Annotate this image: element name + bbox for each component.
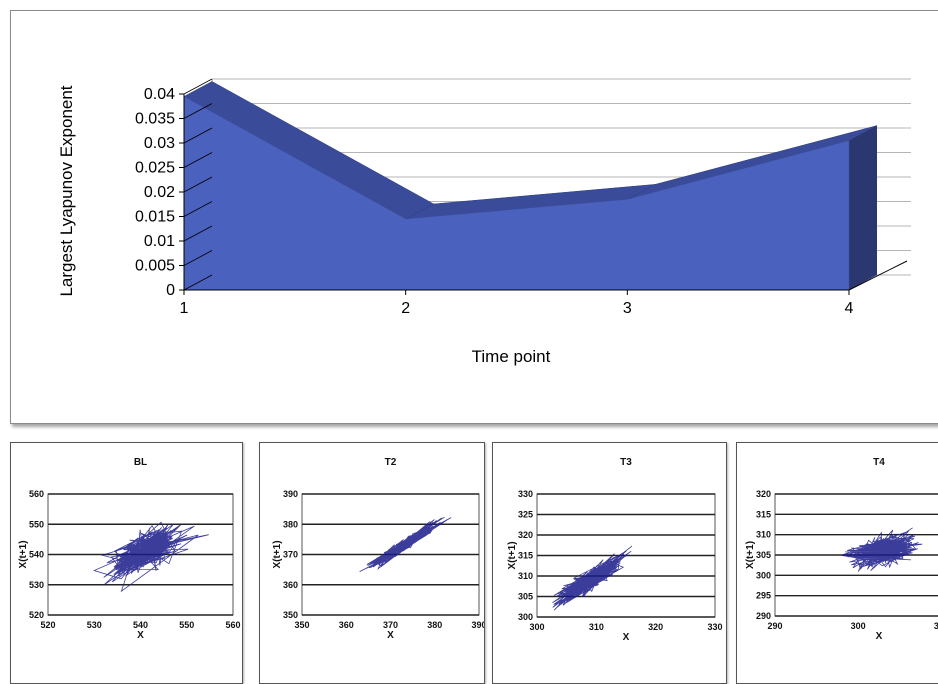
y-tick-label: 325: [518, 510, 533, 520]
x-tick-label: 330: [707, 622, 722, 632]
y-tick-label: 305: [756, 550, 771, 560]
x-axis-title: X: [623, 632, 630, 643]
y-tick-label: 0.015: [135, 209, 175, 226]
y-tick-label: 520: [29, 610, 44, 620]
x-tick-label: 320: [648, 622, 663, 632]
x-axis-title: X: [876, 631, 883, 642]
y-axis-title: X(t+1): [745, 541, 756, 569]
x-tick-label: 310: [934, 621, 938, 631]
y-tick-label: 315: [756, 509, 771, 519]
x-tick-label: 560: [225, 620, 240, 630]
y-tick-label: 0.02: [144, 184, 175, 201]
y-tick-label: 320: [518, 530, 533, 540]
x-tick-label: 350: [294, 620, 309, 630]
x-tick-label: 3: [623, 300, 632, 317]
x-axis-title: Time point: [472, 347, 551, 366]
y-tick-depth: [183, 225, 213, 242]
scatter-panel-t2: T2 350 360 370 380 390 350 360 370 380 390 X X(t+1): [259, 442, 485, 684]
y-tick-label: 390: [283, 489, 298, 499]
scatter-title: T3: [620, 457, 632, 468]
y-tick-label: 330: [518, 489, 533, 499]
x-tick-label: 530: [87, 620, 102, 630]
y-tick-depth: [183, 103, 213, 119]
scatter-panel-bl: BL 520 530 540 550 560 520 530 540 550 560 X X(t+1): [10, 442, 243, 684]
trajectory-line: [552, 545, 633, 611]
y-tick-label: 300: [518, 612, 533, 622]
scatter-panel-t4: T4 290 295 300 305 310 315 320 290 300 310 X X(t+1): [736, 442, 938, 684]
area-end-cap: [849, 125, 877, 290]
y-tick-label: 300: [756, 570, 771, 580]
y-tick-label: 320: [756, 489, 771, 499]
x-tick-label: 360: [339, 620, 354, 630]
y-tick-label: 370: [283, 550, 298, 560]
x-axis-title: X: [137, 630, 144, 641]
scatter-title: BL: [134, 457, 147, 468]
x-tick-label: 310: [589, 622, 604, 632]
x-tick-label: 380: [427, 620, 442, 630]
trajectory-line: [93, 521, 209, 593]
x-tick-label: 2: [401, 300, 410, 317]
y-tick-label: 310: [756, 530, 771, 540]
x-tick-label: 300: [851, 621, 866, 631]
y-axis-title: Largest Lyapunov Exponent: [57, 85, 76, 296]
y-tick-label: 530: [29, 580, 44, 590]
y-tick-depth: [183, 250, 213, 266]
y-axis-title: X(t+1): [507, 541, 518, 569]
scatter-chart-t4: T4 290 295 300 305 310 315 320 290 300 310 X X(t+1): [745, 457, 938, 642]
y-tick-label: 0.025: [135, 160, 175, 177]
floor-edge: [848, 260, 908, 291]
scatter-chart-bl: BL 520 530 540 550 560 520 530 540 550 560 X X(t+1): [18, 457, 241, 641]
y-tick-label: 560: [29, 489, 44, 499]
scatter-chart-t3: T3 300 305 310 315 320 325 330 300 310 320 330 X X(t+…: [507, 457, 723, 643]
y-tick-label: 0.01: [144, 233, 175, 250]
scatter-panel-t3: T3 300 305 310 315 320 325 330 300 310 320 330 X X(t+…: [492, 442, 727, 684]
y-tick-label: 0.035: [135, 111, 175, 128]
y-tick-label: 380: [283, 519, 298, 529]
x-tick-label: 390: [471, 620, 484, 630]
y-tick-label: 295: [756, 591, 771, 601]
y-tick-label: 290: [756, 611, 771, 621]
x-tick-label: 1: [180, 300, 189, 317]
y-tick-depth: [183, 176, 213, 193]
trajectory-line: [359, 516, 452, 572]
x-axis-title: X: [387, 630, 394, 641]
y-tick-depth: [183, 152, 213, 168]
y-axis-title: X(t+1): [272, 540, 283, 568]
y-tick-label: 0.03: [144, 135, 175, 152]
y-tick-label: 350: [283, 610, 298, 620]
x-tick-label: 4: [845, 300, 854, 317]
y-tick-label: 540: [29, 550, 44, 560]
y-tick-label: 550: [29, 519, 44, 529]
y-axis-title: X(t+1): [18, 540, 29, 568]
scatter-title: T4: [873, 457, 885, 468]
y-tick-label: 0.04: [144, 86, 175, 103]
y-tick-depth: [183, 78, 213, 95]
y-tick-depth: [183, 201, 213, 217]
x-tick-label: 540: [133, 620, 148, 630]
y-tick-label: 360: [283, 580, 298, 590]
y-tick-label: 0.005: [135, 258, 175, 275]
trajectory-line: [841, 527, 923, 572]
y-tick-depth: [183, 127, 213, 144]
area-chart: 0 0.005 0.01 0.015 0.02 0.025 0.03 0.035 0.04 1 2 3…: [57, 78, 911, 366]
x-tick-label: 520: [40, 620, 55, 630]
x-tick-label: 290: [767, 621, 782, 631]
x-tick-label: 370: [383, 620, 398, 630]
scatter-title: T2: [385, 457, 397, 468]
y-tick-depth: [183, 274, 213, 291]
y-tick-label: 310: [518, 571, 533, 581]
y-tick-label: 0: [166, 282, 175, 299]
scatter-chart-t2: T2 350 360 370 380 390 350 360 370 380 390 X X(t+1): [272, 457, 484, 641]
x-tick-label: 300: [529, 622, 544, 632]
y-tick-label: 315: [518, 551, 533, 561]
y-tick-label: 305: [518, 592, 533, 602]
area-chart-panel: 0 0.005 0.01 0.015 0.02 0.025 0.03 0.035 0.04 1 2 3…: [10, 10, 938, 424]
x-tick-label: 550: [179, 620, 194, 630]
